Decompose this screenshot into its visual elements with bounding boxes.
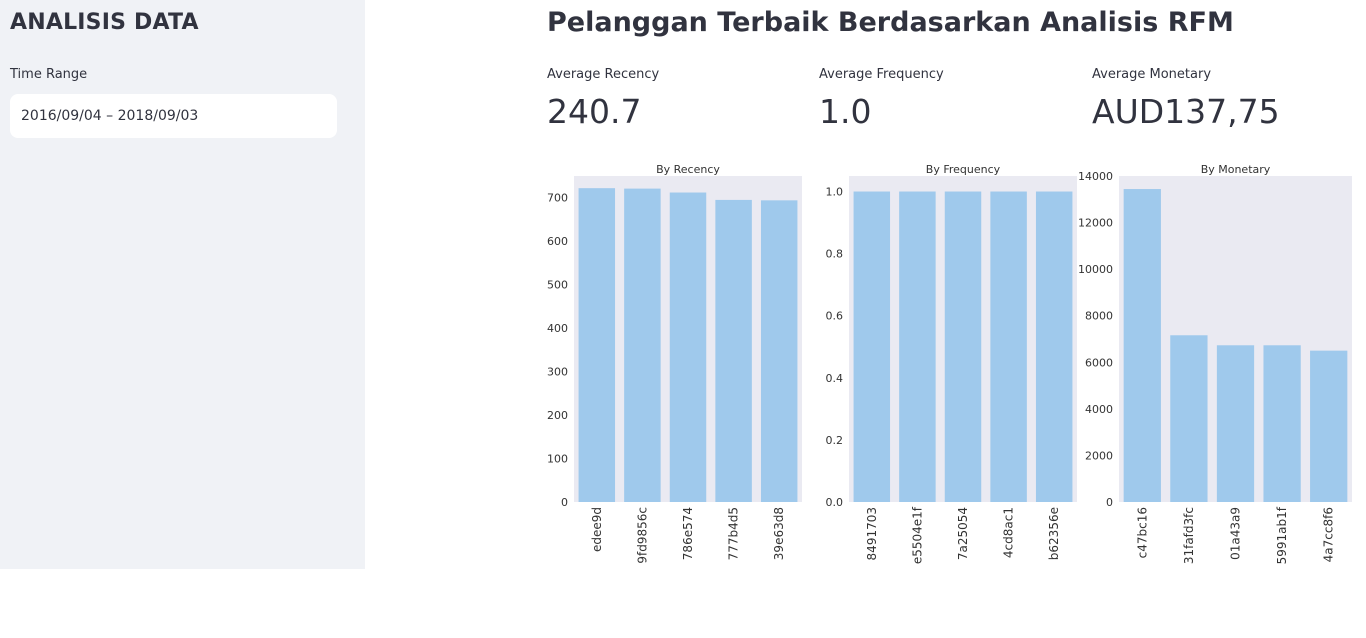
y-tick-label: 600 <box>547 235 568 248</box>
chart-by-recency: By Recency 0 100 200 300 400 500 600 700 edee9d 9f… <box>547 163 802 564</box>
bar <box>899 191 936 502</box>
bar <box>1170 335 1208 502</box>
metric-recency: Average Recency 240.7 <box>547 67 659 131</box>
y-tick-label: 300 <box>547 366 568 379</box>
y-tick-label: 400 <box>547 322 568 335</box>
x-tick-label: 786e574 <box>681 507 695 560</box>
page-title: Pelanggan Terbaik Berdasarkan Analisis R… <box>547 7 1234 38</box>
metric-frequency-value: 1.0 <box>819 92 872 131</box>
chart-title: By Frequency <box>926 163 1001 176</box>
sidebar-title: ANALISIS DATA <box>10 10 199 35</box>
metric-monetary: Average Monetary AUD137,75 <box>1092 67 1280 131</box>
y-tick-label: 0.2 <box>826 434 844 447</box>
metric-monetary-label: Average Monetary <box>1092 67 1212 82</box>
x-tick-label: edee9d <box>590 507 604 552</box>
metric-recency-label: Average Recency <box>547 67 660 82</box>
x-tick-label: 8491703 <box>865 507 879 560</box>
x-tick-label: 01a43a9 <box>1229 507 1243 560</box>
x-tick-label: 9fd9856c <box>635 507 649 564</box>
x-tick-label: 4a7cc8f6 <box>1322 507 1336 562</box>
chart-title: By Monetary <box>1201 163 1271 176</box>
bar <box>1310 350 1348 502</box>
bar <box>1035 191 1073 502</box>
metric-recency-value: 240.7 <box>547 92 642 131</box>
bar <box>1216 345 1255 502</box>
y-tick-label: 0.0 <box>826 496 844 509</box>
x-tick-label: b62356e <box>1047 507 1061 560</box>
y-tick-label: 4000 <box>1085 403 1113 416</box>
x-tick-label: 31fafd3fc <box>1182 507 1196 564</box>
bar <box>853 191 891 502</box>
metric-frequency: Average Frequency 1.0 <box>819 67 944 131</box>
x-tick-label: 777b4d5 <box>727 507 741 560</box>
y-tick-label: 2000 <box>1085 449 1113 462</box>
bar <box>1123 189 1161 502</box>
y-tick-label: 0 <box>1106 496 1113 509</box>
bar <box>578 188 616 503</box>
y-tick-label: 0.8 <box>826 248 844 261</box>
y-tick-label: 200 <box>547 409 568 422</box>
bar <box>760 200 798 502</box>
metric-monetary-value: AUD137,75 <box>1092 92 1280 131</box>
bar <box>669 192 707 502</box>
chart-title: By Recency <box>656 163 720 176</box>
bar <box>944 191 982 502</box>
y-tick-label: 14000 <box>1078 170 1113 183</box>
x-tick-label: 5991ab1f <box>1275 506 1289 564</box>
sidebar: ANALISIS DATA Time Range 2016/09/04 – 20… <box>0 0 365 569</box>
time-range-value: 2016/09/04 – 2018/09/03 <box>21 108 199 124</box>
time-range-label: Time Range <box>10 67 88 82</box>
bar <box>715 199 752 502</box>
x-tick-label: e5504e1f <box>910 506 924 564</box>
x-tick-label: 4cd8ac1 <box>1002 507 1016 558</box>
y-tick-label: 700 <box>547 192 568 205</box>
x-tick-label: c47bc16 <box>1135 507 1149 558</box>
chart-by-monetary: By Monetary 0 2000 4000 6000 8000 10000 12000 14… <box>1078 163 1352 564</box>
bar <box>1263 345 1301 502</box>
x-tick-label: 7a25054 <box>956 507 970 560</box>
chart-by-frequency: By Frequency 0.0 0.2 0.4 0.6 0.8 1.0 8491703 e55… <box>826 163 1077 564</box>
y-tick-label: 10000 <box>1078 263 1113 276</box>
bar <box>624 188 661 502</box>
y-tick-label: 1.0 <box>826 186 844 199</box>
y-tick-label: 8000 <box>1085 310 1113 323</box>
y-tick-label: 500 <box>547 279 568 292</box>
x-tick-label: 39e63d8 <box>772 507 786 560</box>
y-tick-label: 100 <box>547 453 568 466</box>
metric-frequency-label: Average Frequency <box>819 67 944 82</box>
y-tick-label: 12000 <box>1078 217 1113 230</box>
bar <box>990 191 1027 502</box>
time-range-input[interactable]: 2016/09/04 – 2018/09/03 <box>10 94 337 138</box>
y-tick-label: 0.4 <box>826 372 844 385</box>
y-tick-label: 6000 <box>1085 356 1113 369</box>
y-tick-label: 0.6 <box>826 310 844 323</box>
y-tick-label: 0 <box>561 496 568 509</box>
